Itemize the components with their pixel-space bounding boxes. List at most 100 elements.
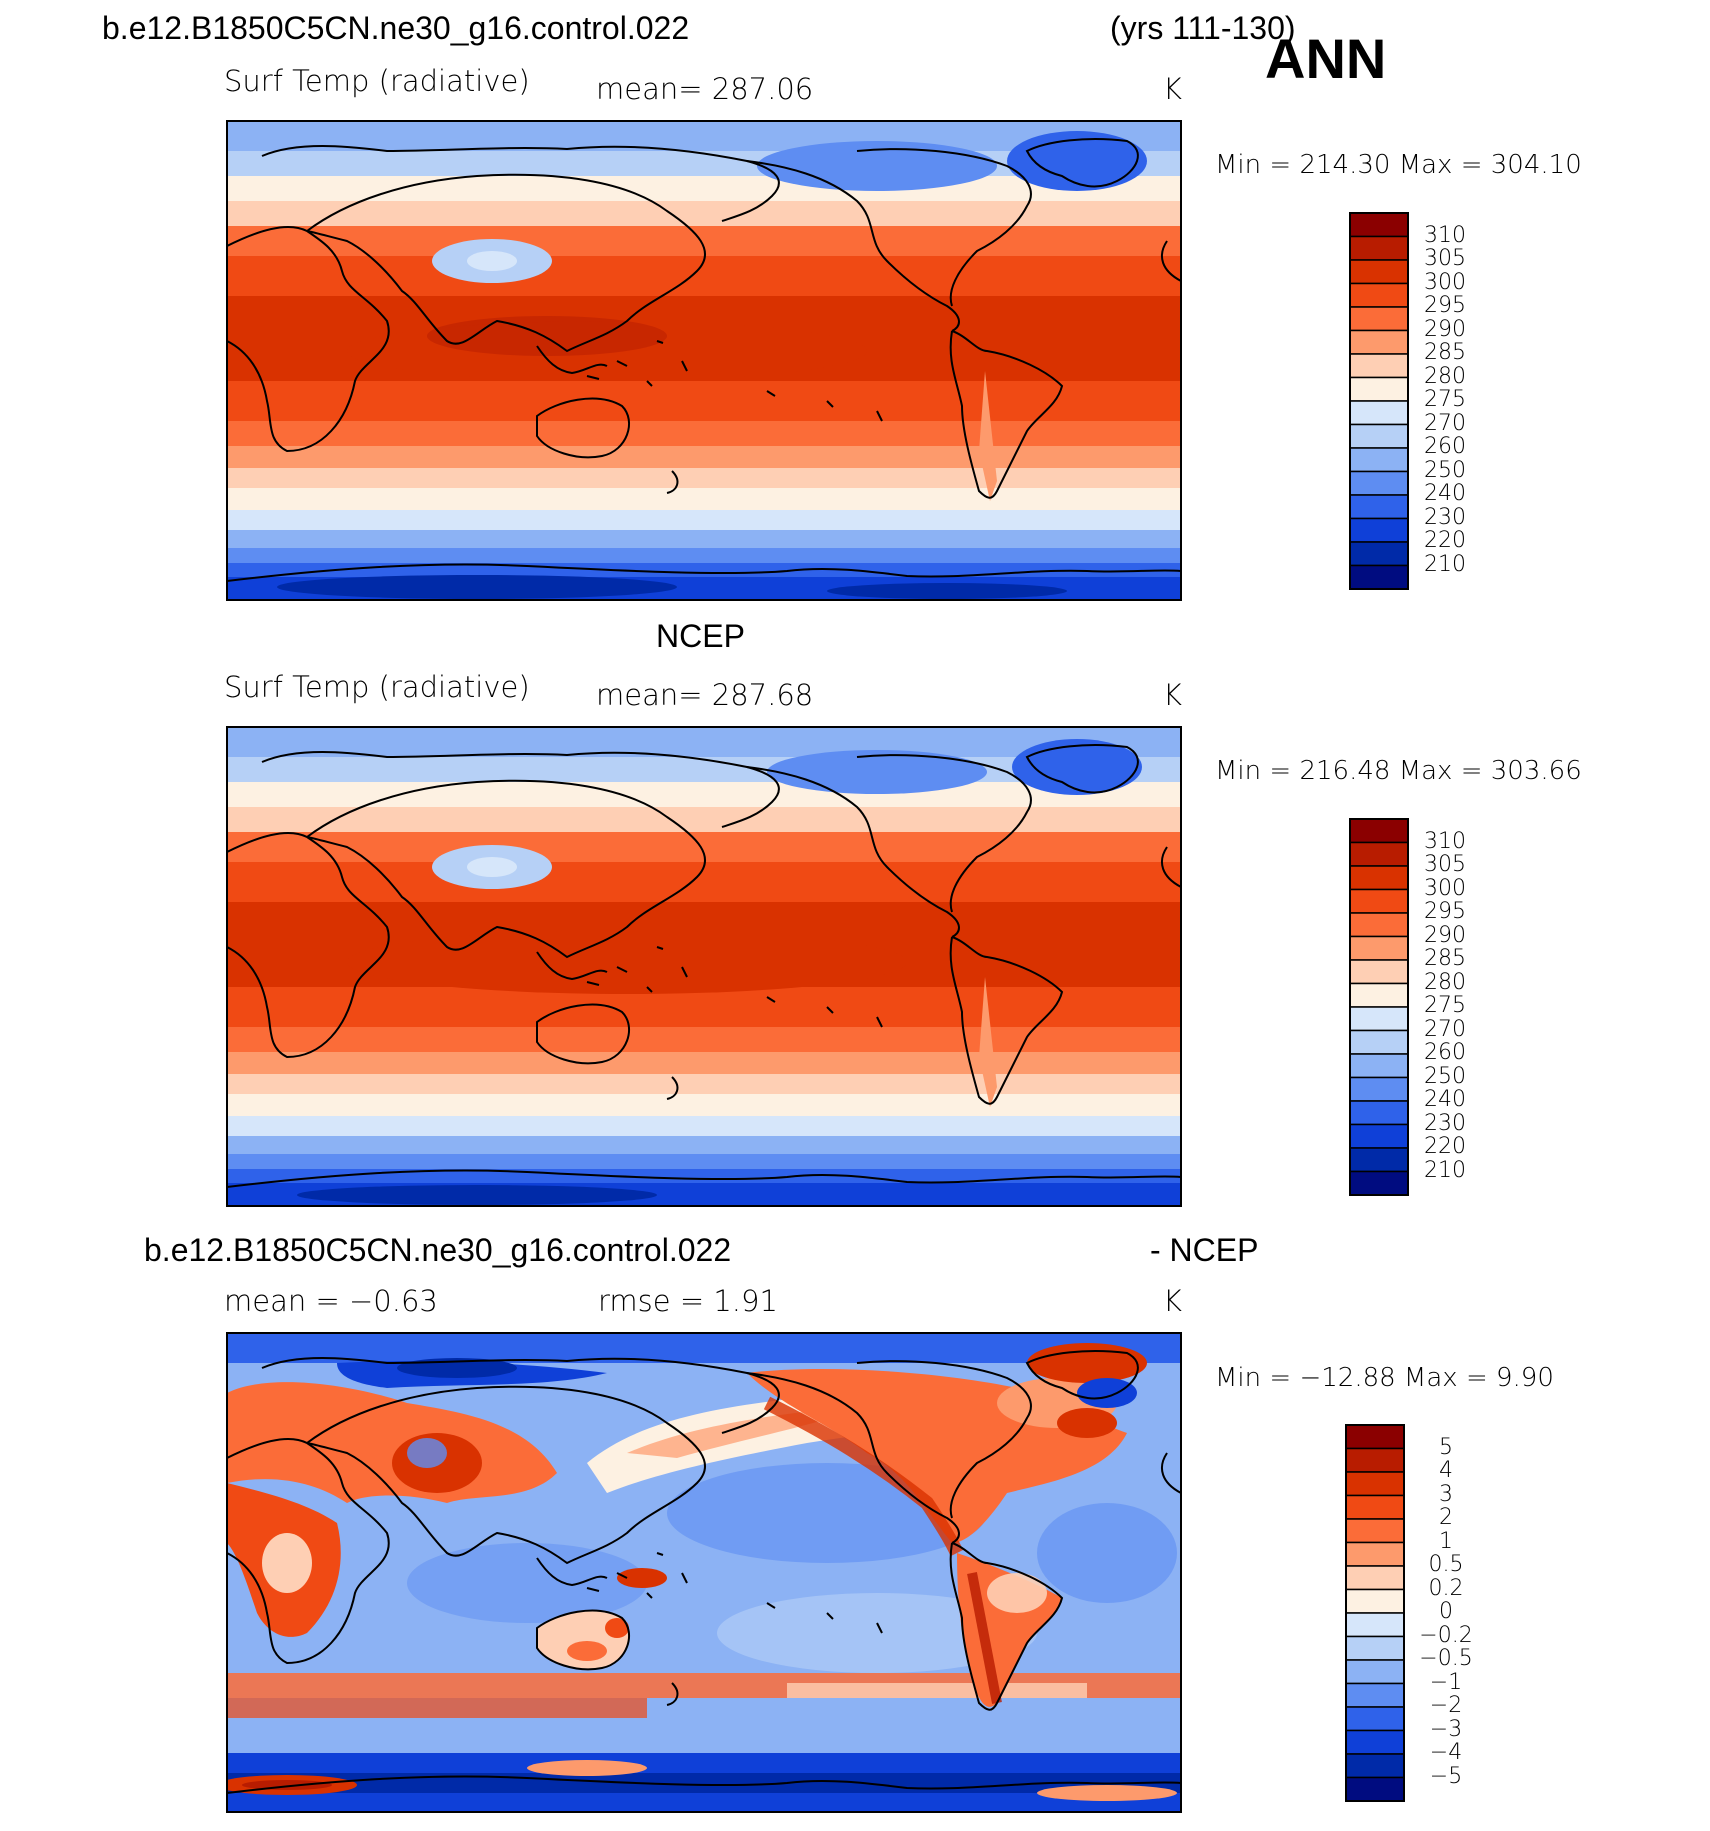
colorbar-tick-label: 260: [1424, 434, 1466, 459]
colorbar-segment: [1349, 306, 1409, 332]
panel3-map: [226, 1332, 1182, 1813]
colorbar-segment: [1349, 517, 1409, 543]
colorbar-tick-label: 210: [1424, 551, 1466, 577]
panel1-map: [226, 120, 1182, 601]
panel2-mean-label: mean= 287.68: [596, 678, 814, 712]
colorbar-tick-label: 285: [1424, 340, 1466, 365]
panel2-units-label: K: [1163, 678, 1183, 712]
panel3-rmse-label: rmse = 1.91: [598, 1284, 778, 1318]
panel3-units-label: K: [1163, 1284, 1183, 1318]
colorbar-outline: [1349, 818, 1409, 1196]
colorbar-segment: [1345, 1471, 1405, 1497]
colorbar-segment: [1349, 447, 1409, 473]
panel3-colorbar: [1345, 1424, 1405, 1802]
colorbar-segment: [1345, 1565, 1405, 1591]
colorbar-tick-label: 290: [1424, 316, 1466, 342]
colorbar-segment: [1349, 1029, 1409, 1055]
panel2-title: NCEP: [656, 618, 745, 654]
colorbar-segment: [1349, 564, 1409, 590]
colorbar-segment: [1349, 329, 1409, 355]
colorbar-segment: [1349, 841, 1409, 867]
colorbar-tick-label: 0: [1439, 1599, 1453, 1624]
colorbar-segment: [1349, 1076, 1409, 1102]
colorbar-segment: [1349, 423, 1409, 449]
colorbar-segment: [1345, 1729, 1405, 1755]
panel3-title-left: b.e12.B1850C5CN.ne30_g16.control.022: [144, 1232, 732, 1268]
panel1-variable-label: Surf Temp (radiative): [224, 64, 530, 98]
colorbar-tick-label: 240: [1424, 481, 1466, 506]
colorbar-tick-label: 250: [1424, 457, 1466, 483]
colorbar-segment: [1349, 1170, 1409, 1196]
panel1-colorbar: [1349, 212, 1409, 590]
colorbar-tick-label: −1: [1429, 1669, 1463, 1695]
colorbar-tick-label: 305: [1424, 852, 1466, 877]
colorbar-tick-label: 310: [1424, 828, 1466, 854]
colorbar-tick-label: 260: [1424, 1040, 1466, 1065]
colorbar-tick-label: −3: [1429, 1716, 1463, 1742]
panel3-mean-label: mean = −0.63: [224, 1284, 438, 1318]
colorbar-segment: [1349, 888, 1409, 914]
colorbar-outline: [1349, 212, 1409, 590]
colorbar-segment: [1349, 1053, 1409, 1079]
years-label: (yrs 111-130): [1110, 10, 1296, 46]
colorbar-segment: [1345, 1494, 1405, 1520]
colorbar-segment: [1349, 235, 1409, 261]
colorbar-tick-label: −2: [1429, 1693, 1463, 1718]
colorbar-segment: [1349, 259, 1409, 285]
panel2-colorbar: [1349, 818, 1409, 1196]
colorbar-segment: [1349, 470, 1409, 496]
colorbar-segment: [1349, 959, 1409, 985]
panel1-units-label: K: [1163, 72, 1183, 106]
colorbar-tick-label: −0.2: [1419, 1622, 1473, 1648]
colorbar-tick-label: 250: [1424, 1063, 1466, 1089]
colorbar-tick-label: 280: [1424, 363, 1466, 389]
colorbar-tick-label: 280: [1424, 969, 1466, 995]
panel2-map: [226, 726, 1182, 1207]
colorbar-tick-label: 295: [1424, 293, 1466, 318]
colorbar-tick-label: 5: [1439, 1434, 1453, 1460]
season-label: ANN: [1265, 27, 1387, 90]
colorbar-segment: [1349, 212, 1409, 238]
panel2-minmax-label: Min = 216.48 Max = 303.66: [1215, 756, 1582, 786]
colorbar-tick-label: −4: [1429, 1740, 1463, 1765]
colorbar-segment: [1349, 935, 1409, 961]
colorbar-segment: [1349, 818, 1409, 844]
colorbar-tick-label: 285: [1424, 946, 1466, 971]
colorbar-tick-label: 4: [1439, 1458, 1453, 1483]
colorbar-segment: [1349, 912, 1409, 938]
colorbar-segment: [1345, 1424, 1405, 1450]
colorbar-segment: [1349, 353, 1409, 379]
colorbar-tick-label: 310: [1424, 222, 1466, 248]
colorbar-tick-label: 3: [1439, 1481, 1453, 1507]
colorbar-segment: [1345, 1541, 1405, 1567]
panel3-title-right: - NCEP: [1150, 1232, 1259, 1268]
colorbar-tick-label: 230: [1424, 504, 1466, 530]
colorbar-segment: [1349, 1123, 1409, 1149]
colorbar-tick-label: 275: [1424, 993, 1466, 1018]
colorbar-tick-label: 230: [1424, 1110, 1466, 1136]
colorbar-tick-label: −5: [1429, 1763, 1463, 1789]
colorbar-tick-label: 270: [1424, 1016, 1466, 1042]
colorbar-tick-label: 0.5: [1428, 1552, 1464, 1577]
colorbar-segment: [1349, 1100, 1409, 1126]
panel3-minmax-label: Min = −12.88 Max = 9.90: [1215, 1363, 1554, 1393]
colorbar-tick-label: 2: [1439, 1505, 1453, 1530]
colorbar-segment: [1345, 1706, 1405, 1732]
colorbar-segment: [1349, 541, 1409, 567]
colorbar-segment: [1349, 865, 1409, 891]
colorbar-segment: [1345, 1447, 1405, 1473]
colorbar-segment: [1349, 282, 1409, 308]
colorbar-tick-label: 220: [1424, 528, 1466, 553]
colorbar-segment: [1345, 1612, 1405, 1638]
panel2-variable-label: Surf Temp (radiative): [224, 670, 530, 704]
colorbar-tick-label: 275: [1424, 387, 1466, 412]
colorbar-segment: [1345, 1635, 1405, 1661]
colorbar-tick-label: 220: [1424, 1134, 1466, 1159]
colorbar-tick-label: 1: [1439, 1528, 1453, 1554]
colorbar-segment: [1345, 1518, 1405, 1544]
colorbar-tick-label: 210: [1424, 1157, 1466, 1183]
colorbar-segment: [1345, 1588, 1405, 1614]
colorbar-segment: [1349, 376, 1409, 402]
colorbar-segment: [1345, 1776, 1405, 1802]
